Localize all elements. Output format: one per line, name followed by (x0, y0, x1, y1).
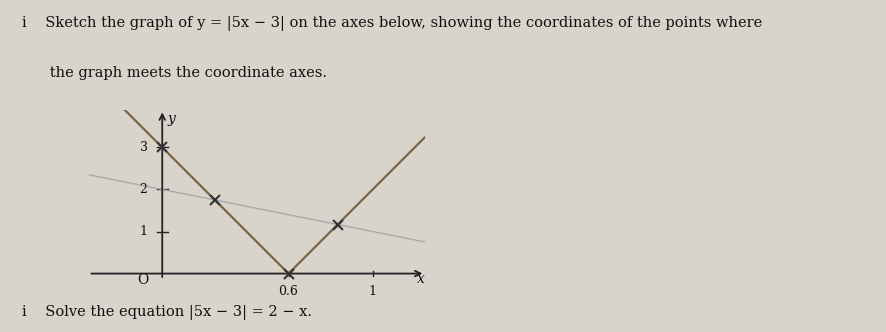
Text: 3: 3 (139, 141, 147, 154)
Text: 0.6: 0.6 (278, 285, 299, 298)
Text: 1: 1 (369, 285, 377, 298)
Text: x: x (417, 272, 425, 286)
Text: 2: 2 (140, 183, 147, 196)
Text: i    Sketch the graph of y = |5x − 3| on the axes below, showing the coordinates: i Sketch the graph of y = |5x − 3| on th… (22, 16, 762, 31)
Text: O: O (137, 273, 148, 287)
Text: i    Solve the equation |5x − 3| = 2 − x.: i Solve the equation |5x − 3| = 2 − x. (22, 305, 312, 320)
Text: y: y (167, 112, 175, 126)
Text: 1: 1 (139, 225, 147, 238)
Text: the graph meets the coordinate axes.: the graph meets the coordinate axes. (22, 66, 327, 80)
